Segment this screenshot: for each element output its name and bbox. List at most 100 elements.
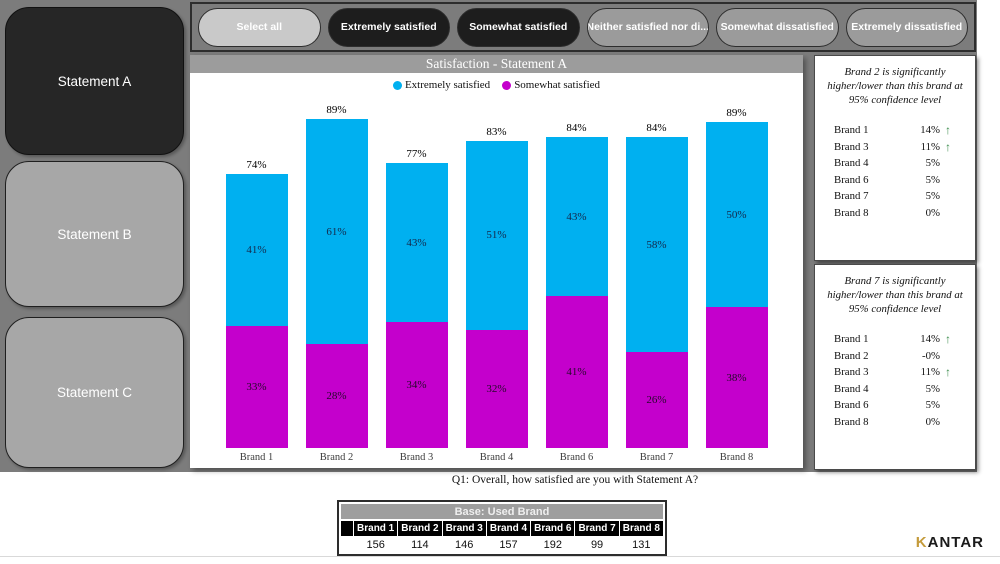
significance-value: 5%	[925, 399, 940, 412]
bar-stack: 43% 34%	[385, 163, 448, 448]
bar-segment-extremely-satisfied-brand-2[interactable]: 61%	[305, 118, 368, 345]
bar-stack: 51% 32%	[465, 140, 528, 448]
bar-brand-6[interactable]: 84% 43% 41% Brand 6	[545, 122, 608, 466]
bar-segment-extremely-satisfied-brand-3[interactable]: 43%	[385, 163, 448, 323]
kantar-logo-k: K	[915, 534, 928, 551]
bar-segment-label: 43%	[566, 210, 587, 223]
bar-segment-somewhat-satisfied-brand-7[interactable]: 26%	[625, 351, 688, 448]
bar-total-label: 77%	[406, 148, 427, 161]
bottom-divider	[0, 556, 1000, 557]
bar-segment-somewhat-satisfied-brand-1[interactable]: 33%	[225, 325, 288, 448]
bar-segment-label: 28%	[326, 390, 347, 403]
bar-segment-label: 34%	[406, 379, 427, 392]
legend-label: Extremely satisfied	[404, 79, 491, 91]
significance-panel-brand-7: Brand 7 is significantly higher/lower th…	[814, 264, 976, 470]
x-axis-label-brand-3: Brand 3	[399, 452, 434, 463]
base-col-header-brand-7: Brand 7	[575, 521, 619, 536]
bar-segment-somewhat-satisfied-brand-3[interactable]: 34%	[385, 322, 448, 448]
x-axis-label-brand-6: Brand 6	[559, 452, 594, 463]
significance-panel-brand-2: Brand 2 is significantly higher/lower th…	[814, 55, 976, 261]
filter-button-somewhat-satisfied[interactable]: Somewhat satisfied	[457, 7, 580, 47]
bar-segment-extremely-satisfied-brand-8[interactable]: 50%	[705, 122, 768, 308]
x-axis-label-brand-2: Brand 2	[319, 452, 354, 463]
sidebar-item-statement-b[interactable]: Statement B	[5, 161, 184, 307]
filter-button-extremely-satisfied[interactable]: Extremely satisfied	[327, 7, 450, 47]
significance-panel-header: Brand 7 is significantly higher/lower th…	[827, 275, 963, 316]
legend-item-somewhat-satisfied[interactable]: Somewhat satisfied	[502, 79, 600, 91]
significance-row-brand-8: Brand 8 0%	[821, 207, 969, 219]
significance-row-brand-6: Brand 6 5%	[821, 174, 969, 186]
significance-brand-label: Brand 3	[834, 366, 869, 379]
x-axis-label-brand-7: Brand 7	[639, 452, 674, 463]
filter-bar: Select all Extremely satisfied Somewhat sa…	[190, 2, 976, 52]
base-col-header-brand-6: Brand 6	[531, 521, 575, 536]
significance-brand-label: Brand 2	[834, 349, 869, 362]
significance-row-brand-3: Brand 3 11% ↑	[821, 366, 969, 378]
significance-brand-label: Brand 1	[834, 124, 869, 137]
bar-segment-label: 26%	[646, 393, 667, 406]
bar-segment-label: 58%	[646, 238, 667, 251]
significance-row-brand-1: Brand 1 14% ↑	[821, 124, 969, 136]
sidebar-item-statement-a[interactable]: Statement A	[5, 7, 184, 155]
base-header-lead-cell	[341, 521, 353, 536]
base-value-brand-4: 157	[486, 538, 531, 552]
significance-brand-label: Brand 7	[834, 190, 869, 203]
legend-item-extremely-satisfied[interactable]: Extremely satisfied	[392, 79, 491, 91]
base-col-header-brand-3: Brand 3	[442, 521, 486, 536]
up-arrow-icon: ↑	[945, 332, 951, 347]
significance-value: 5%	[925, 382, 940, 395]
bar-segment-label: 33%	[246, 380, 267, 393]
significance-value: 5%	[925, 173, 940, 186]
x-axis-label-brand-1: Brand 1	[239, 452, 274, 463]
significance-brand-label: Brand 1	[834, 333, 869, 346]
significance-value: 5%	[925, 190, 940, 203]
filter-button-neither-satisfied-nor-di[interactable]: Neither satisfied nor di...	[586, 7, 709, 47]
bar-segment-somewhat-satisfied-brand-8[interactable]: 38%	[705, 307, 768, 448]
bar-segment-extremely-satisfied-brand-6[interactable]: 43%	[545, 137, 608, 297]
bar-brand-8[interactable]: 89% 50% 38% Brand 8	[705, 107, 768, 466]
filter-button-extremely-dissatisfied[interactable]: Extremely dissatisfied	[845, 7, 968, 47]
base-value-brand-3: 146	[442, 538, 486, 552]
bar-brand-1[interactable]: 74% 41% 33% Brand 1	[225, 159, 288, 466]
chart-legend: Extremely satisfied Somewhat satisfied	[190, 79, 803, 91]
bar-brand-7[interactable]: 84% 58% 26% Brand 7	[625, 122, 688, 466]
base-value-brand-6: 192	[531, 538, 575, 552]
significance-value: -0%	[922, 349, 940, 362]
bar-brand-3[interactable]: 77% 43% 34% Brand 3	[385, 148, 448, 466]
significance-value: 14%	[920, 124, 940, 137]
significance-brand-label: Brand 6	[834, 399, 869, 412]
bar-segment-somewhat-satisfied-brand-4[interactable]: 32%	[465, 329, 528, 448]
filter-button-somewhat-dissatisfied[interactable]: Somewhat dissatisfied	[716, 7, 839, 47]
bar-brand-4[interactable]: 83% 51% 32% Brand 4	[465, 126, 528, 466]
sidebar-item-statement-c[interactable]: Statement C	[5, 317, 184, 468]
up-arrow-icon: ↑	[945, 123, 951, 138]
bar-segment-somewhat-satisfied-brand-2[interactable]: 28%	[305, 344, 368, 448]
base-value-brand-2: 114	[398, 538, 442, 552]
bar-segment-label: 50%	[726, 208, 747, 221]
significance-row-brand-3: Brand 3 11% ↑	[821, 141, 969, 153]
base-value-brand-7: 99	[575, 538, 619, 552]
legend-dot-somewhat-satisfied	[502, 80, 512, 90]
base-value-lead-cell	[341, 538, 353, 552]
significance-row-brand-7: Brand 7 5%	[821, 190, 969, 202]
filter-button-select-all[interactable]: Select all	[198, 7, 321, 47]
bar-segment-extremely-satisfied-brand-7[interactable]: 58%	[625, 137, 688, 352]
bar-segment-label: 41%	[246, 244, 267, 257]
bar-total-label: 74%	[246, 159, 267, 172]
significance-row-brand-4: Brand 4 5%	[821, 157, 969, 169]
bar-brand-2[interactable]: 89% 61% 28% Brand 2	[305, 104, 368, 466]
significance-row-brand-8: Brand 8 0%	[821, 416, 969, 428]
bar-segment-extremely-satisfied-brand-1[interactable]: 41%	[225, 174, 288, 326]
base-table-header-row: Brand 1 Brand 2 Brand 3 Brand 4 Brand 6 Brand…	[341, 521, 663, 536]
bar-segment-extremely-satisfied-brand-4[interactable]: 51%	[465, 140, 528, 330]
significance-value: 0%	[925, 415, 940, 428]
bar-segment-label: 43%	[406, 236, 427, 249]
question-text: Q1: Overall, how satisfied are you with …	[451, 474, 699, 486]
significance-brand-label: Brand 8	[834, 415, 869, 428]
bar-segment-label: 32%	[486, 382, 507, 395]
significance-brand-label: Brand 3	[834, 140, 869, 153]
base-col-header-brand-2: Brand 2	[398, 521, 442, 536]
base-table-title: Base: Used Brand	[341, 504, 663, 519]
kantar-logo: KANTAR	[916, 534, 984, 551]
bar-segment-somewhat-satisfied-brand-6[interactable]: 41%	[545, 296, 608, 448]
